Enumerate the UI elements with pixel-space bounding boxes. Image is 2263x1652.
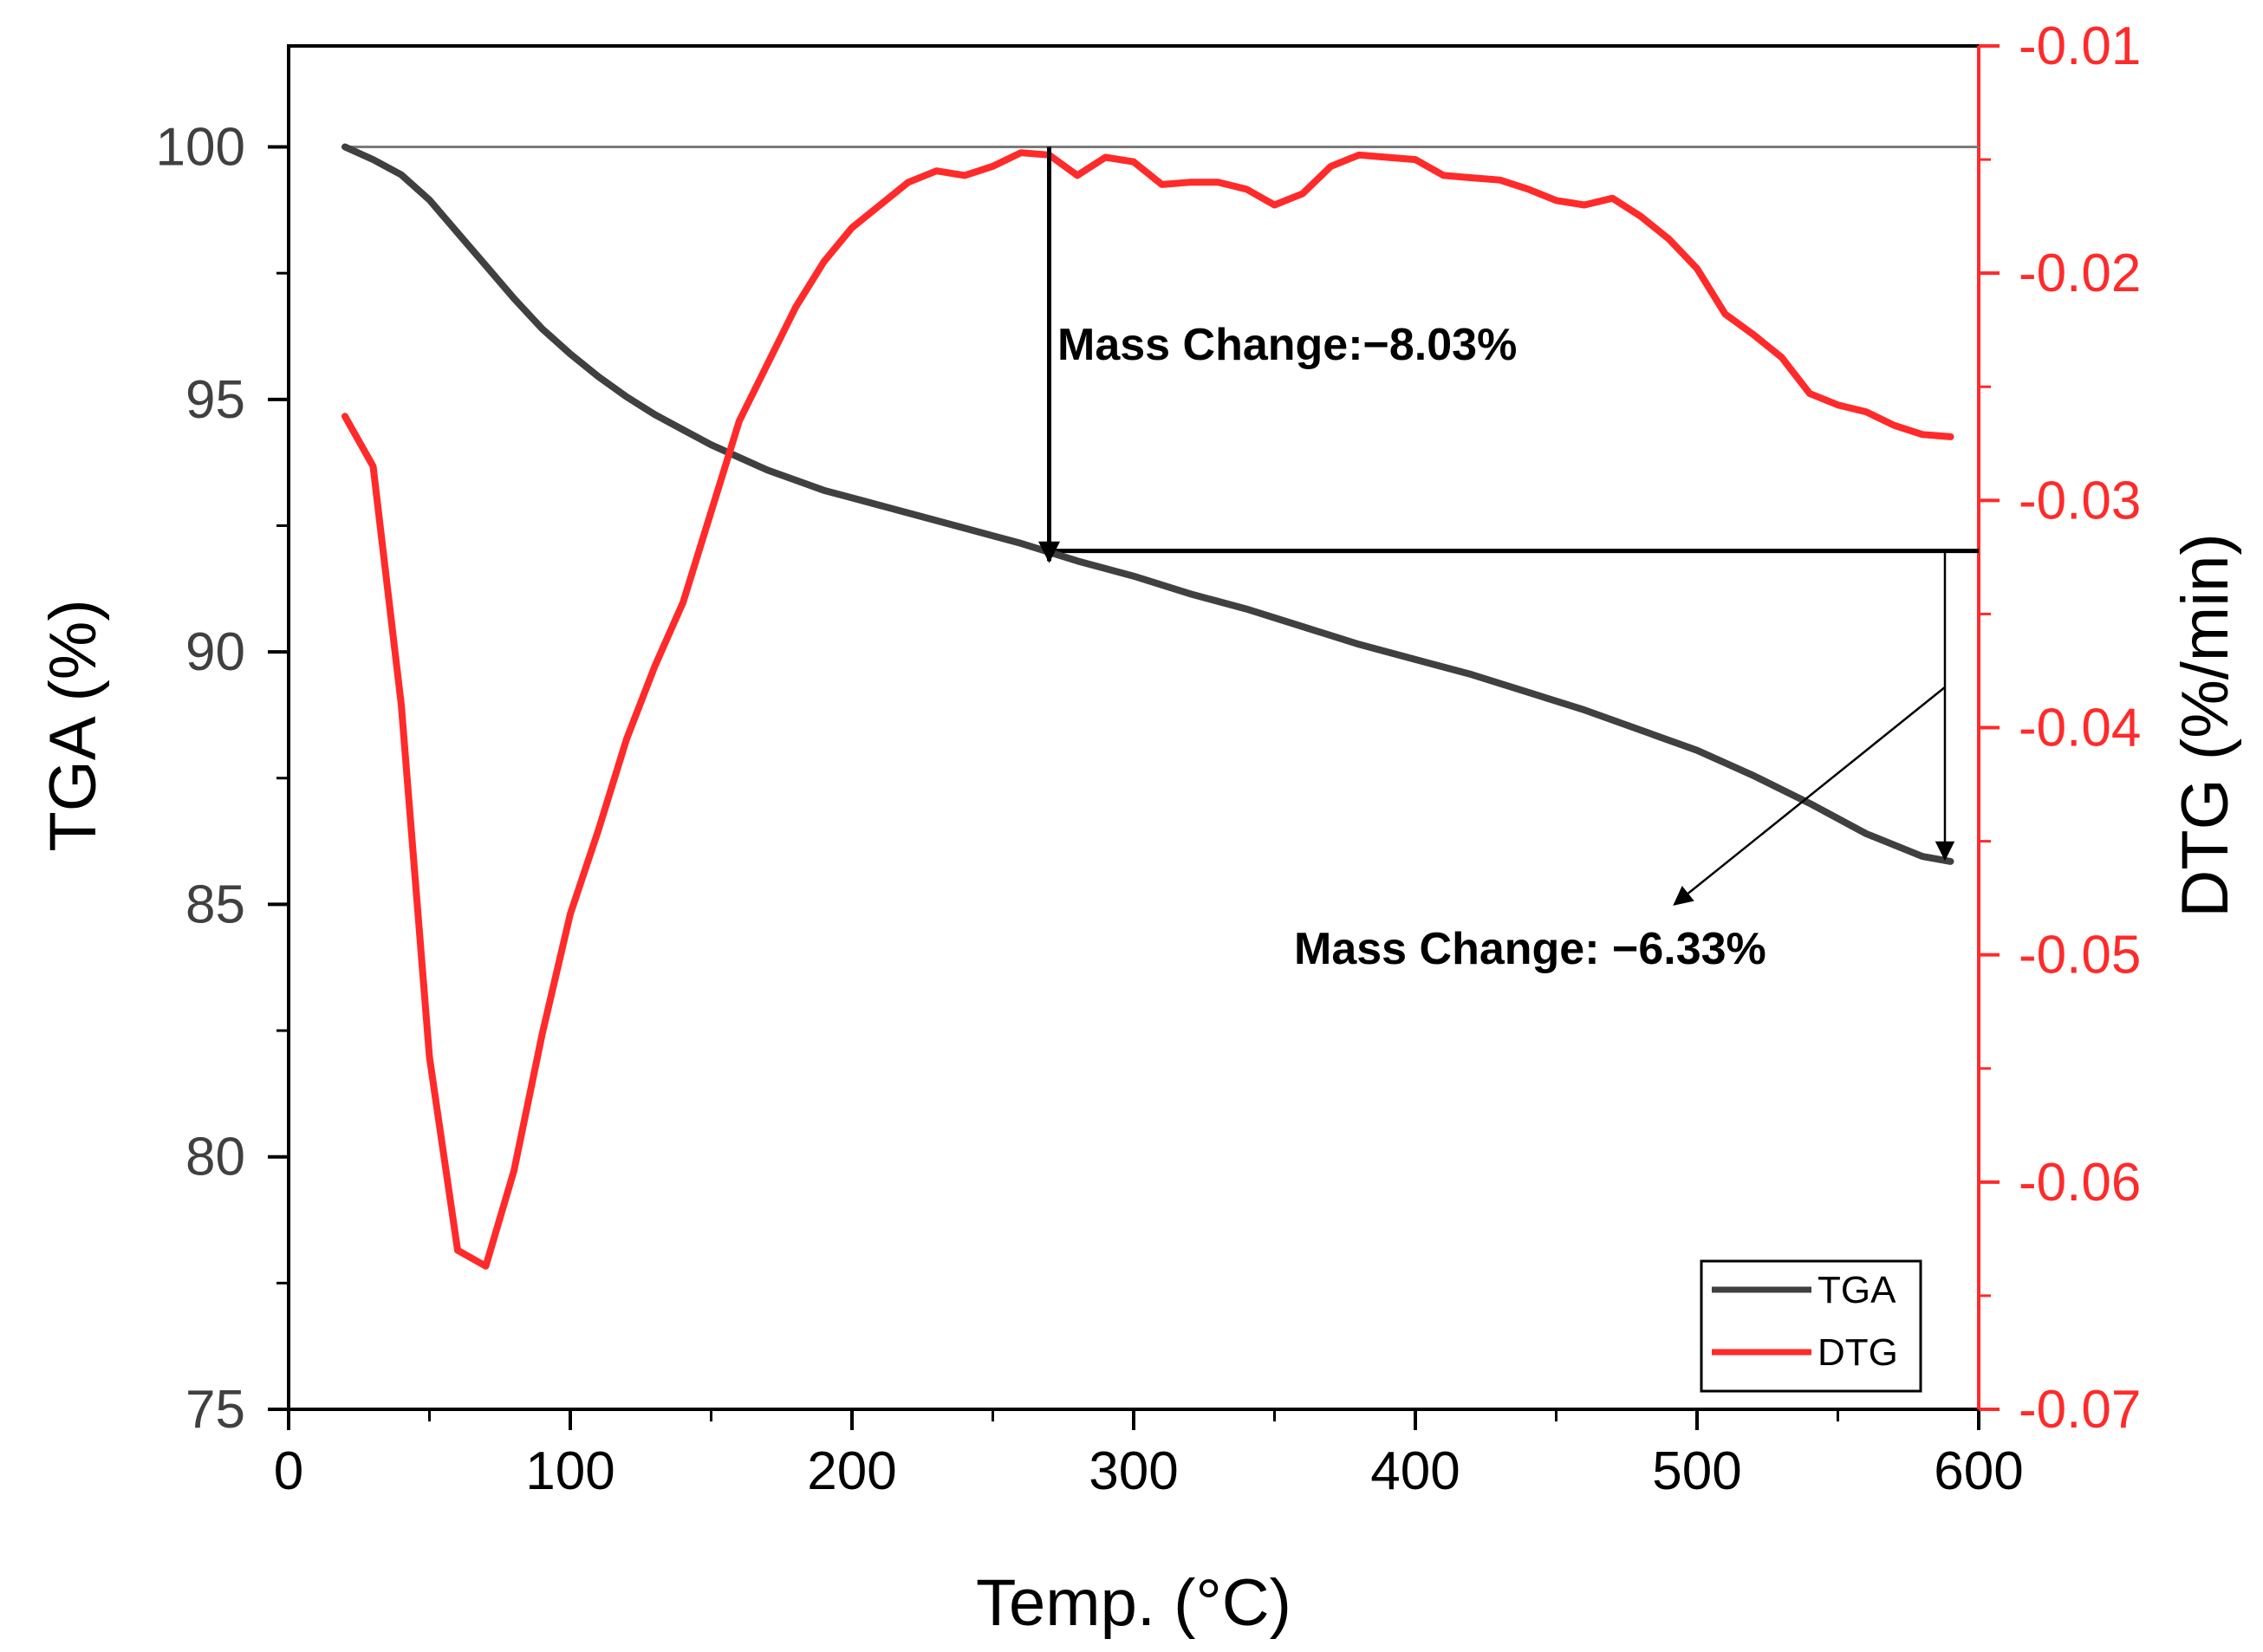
axes xyxy=(287,44,1980,1411)
series xyxy=(341,143,1954,1270)
annotation-leader-arrow xyxy=(1673,686,1946,906)
x-tick-label-400: 400 xyxy=(1370,1441,1460,1501)
annotation-mass-change-2: Mass Change: −6.33% xyxy=(1294,924,1766,974)
legend: TGA DTG xyxy=(1700,1259,1922,1393)
x-tick-label-600: 600 xyxy=(1934,1441,2023,1501)
x-tick-label-300: 300 xyxy=(1089,1441,1178,1501)
y2-tick-label-2: -0.05 xyxy=(2019,926,2141,985)
y-tick-label-80: 80 xyxy=(185,1128,245,1187)
legend-label-dtg: DTG xyxy=(1818,1331,1898,1374)
legend-box xyxy=(1700,1259,1922,1393)
x-tick-label-500: 500 xyxy=(1652,1441,1741,1501)
y2-tick-label-1: -0.06 xyxy=(2019,1153,2141,1213)
x-axis-title: Temp. (°C) xyxy=(976,1566,1291,1640)
y2-tick-label-4: -0.03 xyxy=(2019,471,2141,530)
x-tick-label-200: 200 xyxy=(807,1441,896,1501)
y-tick-label-75: 75 xyxy=(185,1380,245,1440)
y2-tick-label-0: -0.07 xyxy=(2019,1380,2141,1440)
x-tick-label-0: 0 xyxy=(274,1441,303,1501)
annotation-mass-change-1: Mass Change:−8.03% xyxy=(1057,320,1517,370)
y2-tick-label-3: -0.04 xyxy=(2019,699,2141,758)
reference-lines xyxy=(345,146,1979,554)
legend-label-tga: TGA xyxy=(1818,1269,1896,1311)
series-line-dtg xyxy=(341,149,1954,1270)
arrows xyxy=(1038,146,1955,906)
series-line-tga xyxy=(341,143,1954,865)
y-tick-label-90: 90 xyxy=(185,622,245,682)
y2-tick-label-6: -0.01 xyxy=(2019,16,2141,76)
ticks xyxy=(268,44,2000,1430)
plot-frame xyxy=(287,44,1980,1411)
y-tick-label-100: 100 xyxy=(156,118,245,178)
y-tick-label-95: 95 xyxy=(185,370,245,430)
y2-axis-title: DTG (%/min) xyxy=(2169,533,2242,917)
y-axis-title: TGA (%) xyxy=(36,599,110,851)
x-tick-label-100: 100 xyxy=(525,1441,615,1501)
y-tick-label-85: 85 xyxy=(185,875,245,934)
tick-labels: 0 100 200 300 400 500 600 75 80 85 90 95 100 -0.07 -0.… xyxy=(156,16,2142,1501)
y2-tick-label-5: -0.02 xyxy=(2019,244,2141,303)
